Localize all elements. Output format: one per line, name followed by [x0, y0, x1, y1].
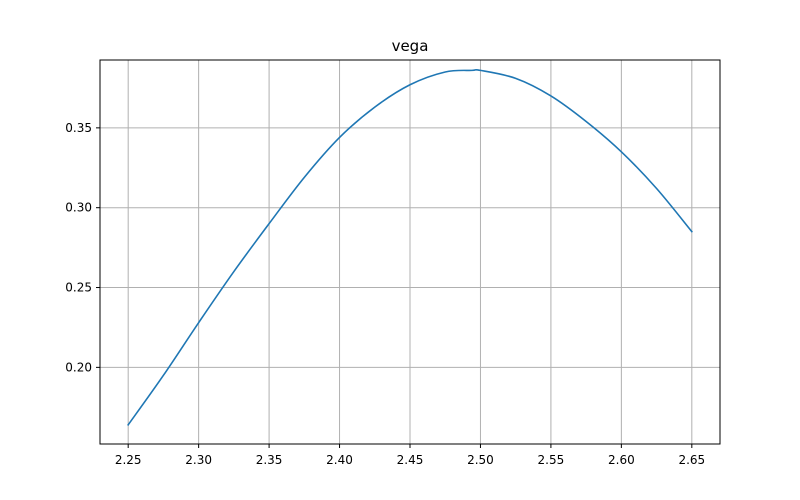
- x-tick-label: 2.35: [256, 453, 283, 467]
- y-tick-label: 0.35: [65, 121, 92, 135]
- grid-lines: [100, 60, 720, 444]
- x-tick-label: 2.45: [397, 453, 424, 467]
- series-line: [127, 68, 693, 426]
- x-tick-label: 2.30: [185, 453, 212, 467]
- x-tick-label: 2.55: [538, 453, 565, 467]
- x-tick-label: 2.50: [467, 453, 494, 467]
- x-tick-label: 2.25: [115, 453, 142, 467]
- x-tick-label: 2.65: [678, 453, 705, 467]
- y-tick-label: 0.25: [65, 281, 92, 295]
- axis-ticks: 2.25 2.30 2.35 2.40 2.45 2.50 2.55 2.60 2.65 0.20…: [65, 121, 705, 467]
- y-tick-label: 0.30: [65, 201, 92, 215]
- x-tick-label: 2.40: [326, 453, 353, 467]
- y-tick-label: 0.20: [65, 360, 92, 374]
- x-tick-label: 2.60: [608, 453, 635, 467]
- series-lines: [127, 68, 693, 426]
- chart-title: vega: [392, 37, 429, 55]
